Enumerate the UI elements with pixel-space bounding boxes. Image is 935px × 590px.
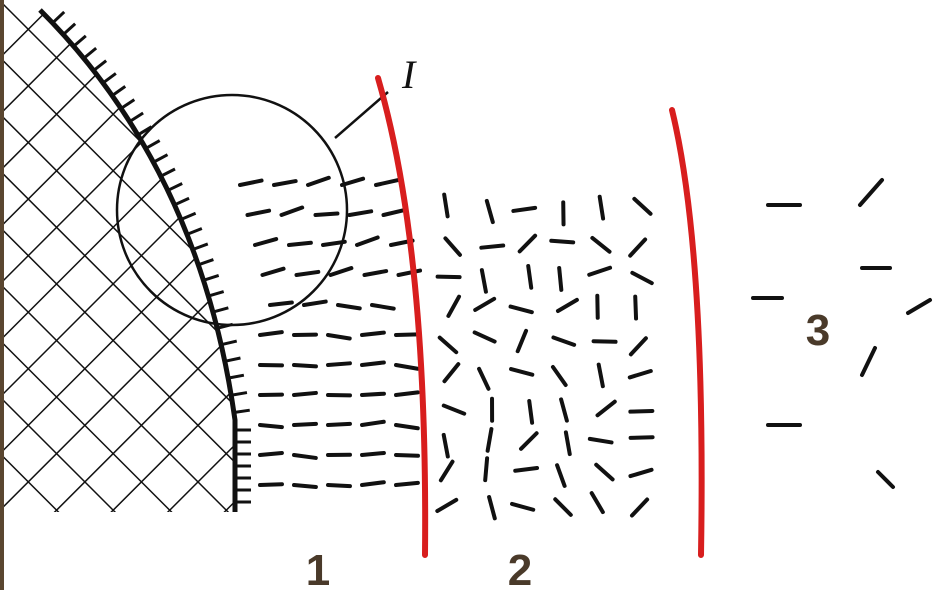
dash (294, 485, 316, 487)
dash (362, 394, 384, 395)
dash (635, 297, 636, 319)
dash (630, 411, 652, 412)
dash (289, 243, 311, 245)
dash (551, 241, 573, 243)
dash (328, 485, 350, 486)
dash (631, 437, 653, 438)
dash (485, 458, 487, 480)
dash (362, 482, 384, 485)
left-border (0, 0, 4, 590)
zone-label: 2 (508, 546, 532, 590)
inset-label: I (401, 52, 417, 97)
dash (362, 453, 384, 455)
dash (396, 392, 418, 395)
dash (396, 483, 418, 485)
dash (515, 468, 537, 471)
page: I 1 2 3 (() => { const data = JSON.parse… (0, 0, 935, 590)
dash (294, 365, 316, 366)
dash (559, 268, 561, 290)
dash (294, 424, 316, 425)
dash (396, 455, 418, 456)
dash (529, 401, 532, 423)
dash (316, 214, 338, 215)
dash (594, 341, 616, 342)
dash (362, 362, 384, 365)
dash (362, 333, 384, 335)
dash (260, 484, 282, 485)
dash (396, 334, 418, 335)
dash (294, 393, 316, 395)
dash (260, 453, 282, 455)
dash (328, 424, 350, 425)
dash (270, 303, 292, 305)
zone-label: 3 (806, 306, 830, 355)
zone-label: 1 (306, 546, 330, 590)
dash (328, 363, 350, 365)
diagram: I 1 2 3 (0, 0, 935, 590)
dash (481, 246, 503, 248)
dash (260, 425, 282, 427)
